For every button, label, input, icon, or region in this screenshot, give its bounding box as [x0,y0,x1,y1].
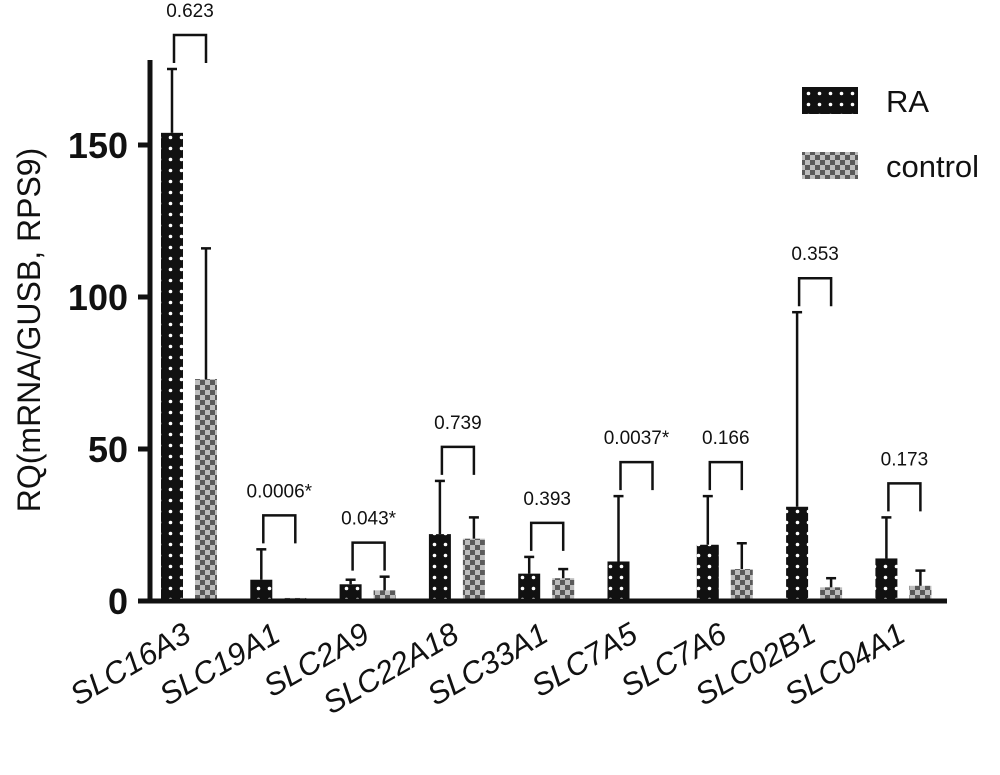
bar-ra-slc2a9 [339,584,362,601]
bar-ra-slc33a1 [518,573,541,601]
legend-label-control: control [886,149,979,184]
bar-control-slc7a6 [730,569,753,601]
y-tick-label: 150 [68,125,128,166]
bar-ra-slc16a3 [161,132,183,601]
x-tick-labels: SLC16A3SLC19A1SLC2A9SLC22A18SLC33A1SLC7A… [64,615,911,721]
p-value-label: 0.739 [434,413,482,434]
bar-ra-slc02b1 [786,506,809,601]
p-value-label: 0.043* [341,509,397,530]
p-value-label: 0.393 [523,489,571,510]
legend-label-ra: RA [886,84,929,119]
legend-swatch-ra [802,87,858,114]
legend-swatch-control [802,152,858,179]
y-axis-label: RQ(mRNA/GUSB, RPS9) [11,148,47,512]
y-tick-label: 0 [108,581,128,622]
p-value-label: 0.0006* [247,481,313,502]
p-value-label: 0.353 [791,244,839,265]
significance-bracket [797,276,833,307]
y-tick-label: 50 [88,429,128,470]
bar-ra-slc22a18 [428,534,451,601]
significance-bracket [619,460,654,491]
significance-bracket [708,460,744,491]
y-ticks: 0 50 100 150 [68,125,150,622]
significance-bracket [262,514,297,544]
bar-control-slc33a1 [552,578,575,601]
bar-control-slc16a3 [195,379,217,601]
significance-bracket [440,445,476,475]
legend: RA control [802,84,979,184]
p-value-label: 0.0037* [604,428,670,449]
bar-control-slc22a18 [462,538,485,601]
bar-ra-slc19a1 [250,579,273,601]
bar-ra-slc7a5 [607,561,630,601]
significance-bracket [351,541,386,571]
p-value-label: 0.166 [702,428,750,449]
bar-ra-slc04a1 [875,558,898,601]
p-value-label: 0.173 [881,449,929,470]
bar-control-slc02b1 [820,587,843,601]
bars-layer [161,67,932,601]
significance-bracket [529,521,565,551]
significance-bracket [172,33,208,63]
bar-control-slc2a9 [373,590,396,601]
bar-ra-slc7a6 [696,544,719,601]
p-value-brackets: 0.623 0.0006* 0.043* 0.739 0.393 0.0037* 0.166… [166,1,928,571]
bar-control-slc04a1 [909,585,932,601]
p-value-label: 0.623 [166,1,214,22]
significance-bracket [887,482,922,512]
y-tick-label: 100 [68,277,128,318]
